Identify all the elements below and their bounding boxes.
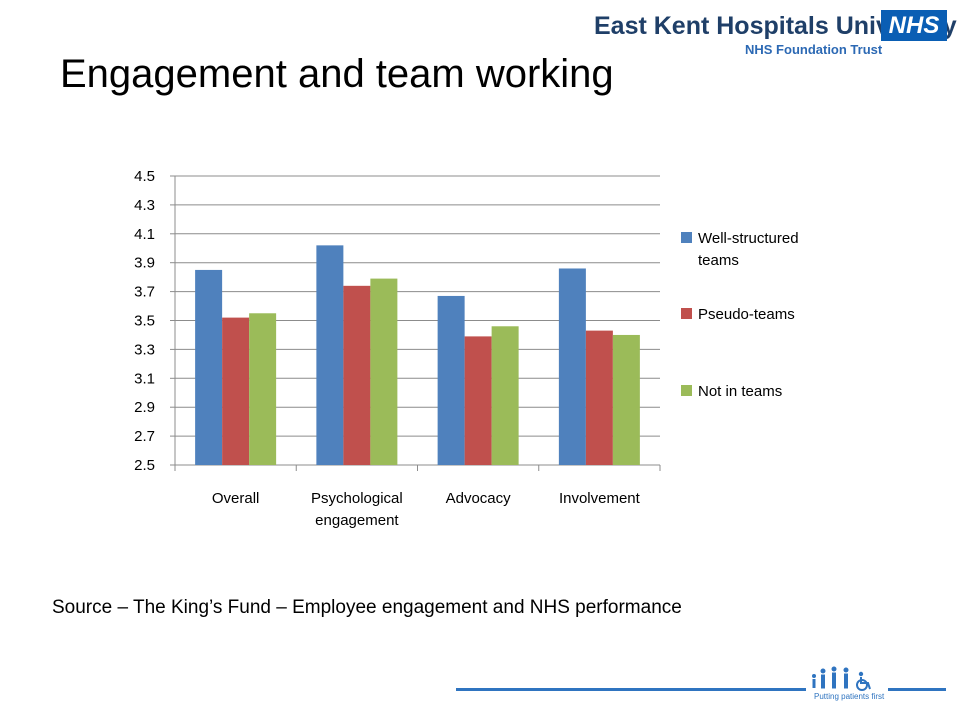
bar xyxy=(195,269,223,465)
nhs-logo: NHS xyxy=(881,10,947,41)
legend-label: Not in teams xyxy=(698,383,782,400)
bar xyxy=(343,285,371,465)
x-category-label: Overall xyxy=(212,490,260,507)
y-tick-label: 3.1 xyxy=(134,370,155,387)
legend-swatch xyxy=(681,232,692,243)
footer-divider-right xyxy=(888,688,946,691)
bar-chart: 2.5 2.7 2.9 3.1 3.3 3.5 3.7 3.9 4.1 4.3 4.5 Overall… xyxy=(134,168,799,529)
x-category-label: Psychological xyxy=(311,490,403,507)
bar xyxy=(316,245,344,465)
y-tick-label: 4.5 xyxy=(134,168,155,185)
y-tick-label: 2.5 xyxy=(134,457,155,474)
y-tick-label: 3.5 xyxy=(134,313,155,330)
x-category-label: Advocacy xyxy=(446,490,512,507)
legend-label: teams xyxy=(698,252,739,269)
y-tick-label: 4.3 xyxy=(134,197,155,214)
legend-label: Pseudo-teams xyxy=(698,306,795,323)
footer-divider-left xyxy=(456,688,806,691)
y-tick-label: 4.1 xyxy=(134,226,155,243)
organisation-subtitle: NHS Foundation Trust xyxy=(745,42,883,57)
bar xyxy=(249,313,277,465)
source-citation: Source – The King’s Fund – Employee enga… xyxy=(52,597,682,618)
y-tick-label: 3.9 xyxy=(134,255,155,272)
bar xyxy=(222,317,250,465)
x-category-label: engagement xyxy=(315,512,399,529)
y-tick-label: 2.7 xyxy=(134,428,155,445)
y-tick-label: 3.7 xyxy=(134,284,155,301)
people-and-wheelchair-icon xyxy=(812,666,871,691)
bar xyxy=(370,278,398,465)
bar xyxy=(464,336,492,465)
bar xyxy=(612,334,640,465)
bar xyxy=(585,330,613,465)
nhs-logo-text: NHS xyxy=(888,12,940,39)
legend-label: Well-structured xyxy=(698,230,799,247)
slide-title: Engagement and team working xyxy=(60,52,614,96)
legend-swatch xyxy=(681,308,692,319)
bar xyxy=(491,326,519,465)
legend-swatch xyxy=(681,385,692,396)
y-tick-label: 2.9 xyxy=(134,399,155,416)
tagline: Putting patients first xyxy=(814,692,885,701)
y-tick-label: 3.3 xyxy=(134,341,155,358)
x-category-label: Involvement xyxy=(559,490,641,507)
bar xyxy=(437,295,465,465)
bar xyxy=(558,268,586,465)
